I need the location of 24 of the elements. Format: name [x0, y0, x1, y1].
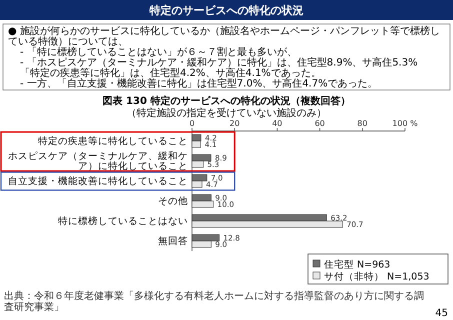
text: 「特定の疾患等に特化」は、住宅型4.2%、サ高住4.1%であった。: [20, 67, 321, 79]
text: 特定のサービスへの特化の状況: [148, 4, 304, 17]
y-tick-label: 無回答: [158, 235, 188, 247]
legend-label: 住宅型 N=963: [324, 258, 390, 270]
chart-title: 図表 130 特定のサービスへの特化の状況（複数回答）: [102, 95, 350, 107]
y-tick-label: 特定の疾患等に特化していること: [38, 135, 188, 147]
x-tick-label: 20: [230, 119, 240, 128]
x-tick-label: 0: [189, 119, 195, 128]
text: - 「特に標榜していることはない」が６～７割と最も多いが、: [20, 46, 297, 58]
text: - 「ホスピスケア（ターミナルケア・緩和ケア）に特化」は、住宅型8.9%、サ高住5.3%: [20, 56, 418, 68]
y-tick-label: 特に標榜していることはない: [58, 215, 188, 227]
y-tick-label: その他: [158, 195, 188, 207]
text: ● 施設が何らかのサービスに特化しているか（施設名やホームページ・パンフレット等で標榜している特徴）については、: [8, 25, 440, 48]
x-tick-label: 60: [314, 119, 325, 128]
chart-subtitle: （特定施設の指定を受けていない施設のみ）: [126, 107, 326, 119]
x-tick-label: 40: [272, 119, 282, 128]
y-tick-label: 自立支援・機能改善に特化していること: [8, 175, 188, 187]
source-note: 出典：令和６年度老健事業「多様化する有料老人ホームに対する指導監督のあり方に関する調査研究事業」: [4, 290, 424, 313]
x-tick-label: 100 %: [392, 119, 418, 128]
x-tick-label: 80: [357, 119, 368, 128]
text: 45: [435, 308, 448, 319]
legend-label: サ付（非特） N=1,053: [324, 270, 430, 282]
text: - 一方、「自立支援・機能改善に特化」は住宅型7.0%、サ高住4.7%であった。: [20, 78, 378, 90]
y-tick-label: ホスピスケア（ターミナルケア、緩和ケア）に特化していること: [8, 150, 188, 172]
